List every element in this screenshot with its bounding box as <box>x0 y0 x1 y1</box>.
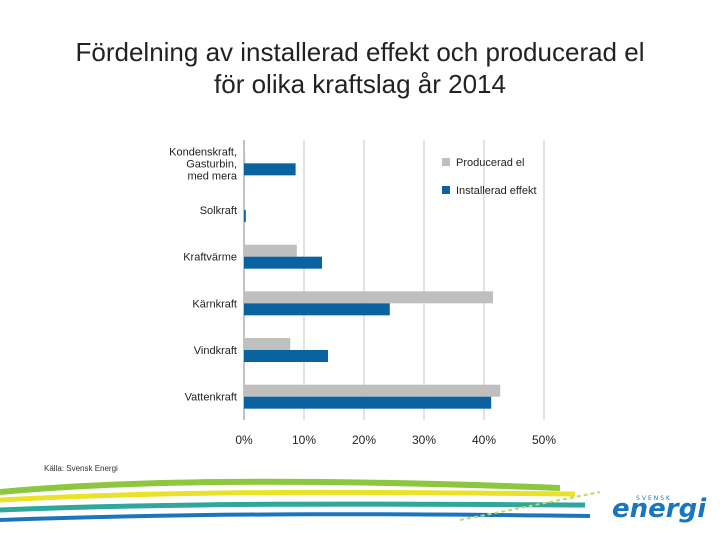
category-label: Vattenkraft <box>185 392 237 404</box>
category-label-line: Kraftvärme <box>183 252 237 264</box>
svensk-energi-logo: energi <box>612 494 707 524</box>
category-label-line: Vindkraft <box>194 345 237 357</box>
bar-producerad-el <box>244 151 246 164</box>
swoosh-yellow <box>0 489 576 503</box>
bar-installerad-effekt <box>244 256 322 269</box>
x-tick-label: 30% <box>412 433 436 447</box>
bar-installerad-effekt <box>244 396 492 409</box>
chart-title-line-1: Fördelning av installerad effekt och pro… <box>75 37 645 67</box>
bar-installerad-effekt <box>244 163 296 176</box>
category-label: Kraftvärme <box>183 252 237 264</box>
swoosh-blue <box>0 512 591 522</box>
swoosh-teal <box>0 501 586 513</box>
bar-producerad-el <box>244 291 493 304</box>
swoosh-dashed <box>459 491 601 521</box>
bar-installerad-effekt <box>244 303 390 316</box>
category-label-line: Kärnkraft <box>192 298 237 310</box>
source-note: Källa: Svensk Energi <box>44 464 118 473</box>
legend-label: Producerad el <box>456 157 525 169</box>
category-label: Kärnkraft <box>192 298 237 310</box>
chart-title: Fördelning av installerad effekt och pro… <box>20 36 700 100</box>
x-tick-label: 20% <box>352 433 376 447</box>
category-label-line: Vattenkraft <box>185 392 237 404</box>
category-label: Solkraft <box>200 205 237 217</box>
category-label-line: med mera <box>187 170 237 182</box>
legend-swatch <box>442 158 450 166</box>
bar-producerad-el <box>244 338 291 350</box>
bar-producerad-el <box>244 244 297 257</box>
category-label: Kondenskraft, Gasturbin, med mera <box>169 146 238 182</box>
x-tick-label: 10% <box>292 433 316 447</box>
x-tick-label: 40% <box>472 433 496 447</box>
category-label: Vindkraft <box>194 345 237 357</box>
bar-installerad-effekt <box>244 350 328 362</box>
legend-swatch <box>442 186 450 194</box>
chart-title-line-2: för olika kraftslag år 2014 <box>214 69 506 99</box>
bar-producerad-el <box>244 384 501 397</box>
category-label-line: Kondenskraft, <box>169 146 237 158</box>
category-label-line: Solkraft <box>200 205 237 217</box>
swoosh-green <box>0 478 561 495</box>
x-tick-label: 50% <box>532 433 556 447</box>
bar-installerad-effekt <box>244 210 246 222</box>
legend-label: Installerad effekt <box>456 185 537 197</box>
category-label-line: Gasturbin, <box>186 158 237 170</box>
logo-tagline: SVENSK <box>636 495 672 502</box>
decorative-swooshes <box>0 478 601 522</box>
x-tick-label: 0% <box>235 433 253 447</box>
